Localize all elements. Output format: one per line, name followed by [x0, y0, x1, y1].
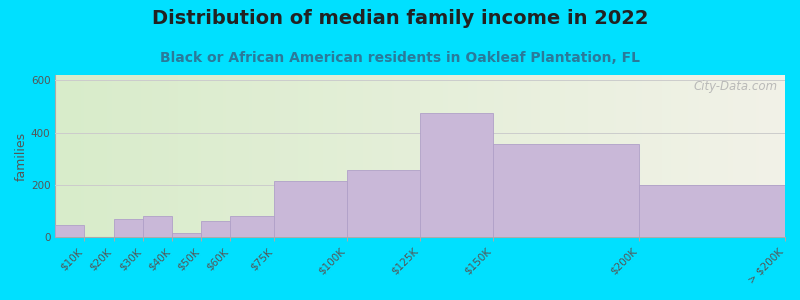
Bar [274, 181, 347, 237]
Bar [347, 170, 420, 237]
Bar [230, 216, 274, 237]
Bar [143, 216, 172, 237]
Bar [420, 113, 493, 237]
Y-axis label: families: families [15, 131, 28, 181]
Text: Black or African American residents in Oakleaf Plantation, FL: Black or African American residents in O… [160, 51, 640, 65]
Bar [55, 225, 85, 237]
Text: Distribution of median family income in 2022: Distribution of median family income in … [152, 9, 648, 28]
Bar [493, 144, 639, 237]
Bar [114, 219, 143, 237]
Bar [639, 185, 785, 237]
Bar [202, 221, 230, 237]
Bar [172, 233, 202, 237]
Text: City-Data.com: City-Data.com [694, 80, 778, 93]
